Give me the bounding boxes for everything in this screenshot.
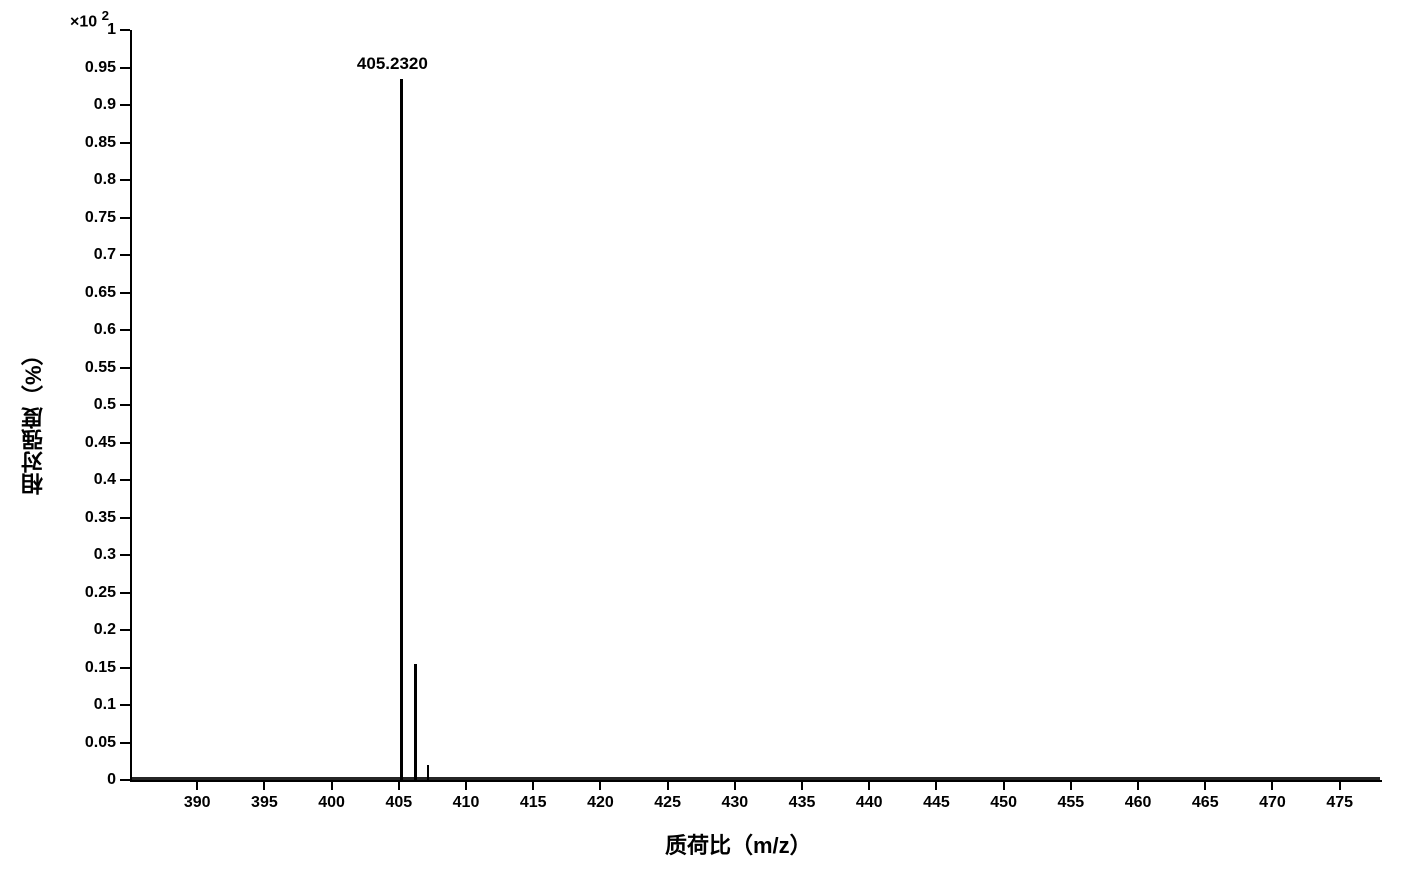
y-tick-label: 0.9 (94, 96, 116, 114)
y-tick-label: 0.95 (85, 59, 116, 77)
x-tick-mark (868, 780, 870, 790)
mass-spectrum-chart: ×10 2 相对强度（%） 质荷比（m/z） 0 0.05 0.1 0.15 0.2 0.… (0, 0, 1411, 872)
x-tick-mark (465, 780, 467, 790)
y-tick-mark (120, 292, 130, 294)
x-tick-label: 405 (381, 794, 417, 812)
y-tick-label: 0.05 (85, 734, 116, 752)
x-tick-mark (667, 780, 669, 790)
y-axis-multiplier-base: ×10 (70, 13, 97, 30)
y-tick-mark (120, 142, 130, 144)
x-tick-mark (734, 780, 736, 790)
x-tick-label: 445 (918, 794, 954, 812)
y-tick-mark (120, 67, 130, 69)
spectrum-peak (427, 765, 429, 780)
x-tick-label: 425 (650, 794, 686, 812)
y-tick-mark (120, 179, 130, 181)
x-tick-mark (1271, 780, 1273, 790)
x-tick-label: 460 (1120, 794, 1156, 812)
x-tick-label: 470 (1254, 794, 1290, 812)
y-tick-mark (120, 592, 130, 594)
x-tick-mark (1137, 780, 1139, 790)
y-tick-mark (120, 442, 130, 444)
x-tick-label: 440 (851, 794, 887, 812)
y-tick-label: 0.65 (85, 284, 116, 302)
y-tick-label: 0.35 (85, 509, 116, 527)
y-tick-label: 0.15 (85, 659, 116, 677)
y-axis-label: 相对强度（%） (18, 315, 50, 495)
x-tick-mark (532, 780, 534, 790)
x-tick-label: 415 (515, 794, 551, 812)
y-tick-mark (120, 404, 130, 406)
x-tick-mark (599, 780, 601, 790)
peak-label: 405.2320 (357, 54, 428, 74)
y-tick-label: 0.85 (85, 134, 116, 152)
y-tick-mark (120, 367, 130, 369)
plot-area (130, 30, 1382, 782)
y-tick-mark (120, 29, 130, 31)
baseline (130, 777, 1380, 780)
y-tick-label: 0.8 (94, 171, 116, 189)
x-tick-label: 410 (448, 794, 484, 812)
x-tick-mark (935, 780, 937, 790)
y-tick-label: 0.7 (94, 246, 116, 264)
x-tick-mark (1003, 780, 1005, 790)
x-tick-label: 420 (582, 794, 618, 812)
x-tick-label: 475 (1322, 794, 1358, 812)
y-tick-mark (120, 704, 130, 706)
y-tick-label: 0.1 (94, 696, 116, 714)
y-tick-mark (120, 667, 130, 669)
x-tick-label: 450 (986, 794, 1022, 812)
x-axis-label: 质荷比（m/z） (665, 828, 812, 860)
x-tick-mark (801, 780, 803, 790)
y-tick-label: 0.4 (94, 471, 116, 489)
y-tick-mark (120, 629, 130, 631)
y-tick-mark (120, 217, 130, 219)
x-tick-label: 455 (1053, 794, 1089, 812)
y-axis-multiplier: ×10 2 (70, 8, 109, 31)
x-tick-mark (331, 780, 333, 790)
y-tick-mark (120, 329, 130, 331)
y-tick-label: 0.45 (85, 434, 116, 452)
y-tick-label: 0 (107, 771, 116, 789)
x-tick-label: 390 (179, 794, 215, 812)
y-tick-label: 0.6 (94, 321, 116, 339)
y-tick-label: 0.2 (94, 621, 116, 639)
x-tick-label: 430 (717, 794, 753, 812)
y-tick-mark (120, 517, 130, 519)
y-tick-mark (120, 479, 130, 481)
y-tick-mark (120, 779, 130, 781)
x-tick-mark (1070, 780, 1072, 790)
y-tick-label: 0.5 (94, 396, 116, 414)
x-tick-label: 400 (314, 794, 350, 812)
y-tick-mark (120, 742, 130, 744)
x-tick-label: 465 (1187, 794, 1223, 812)
y-tick-mark (120, 104, 130, 106)
x-tick-mark (1204, 780, 1206, 790)
y-tick-label: 1 (107, 21, 116, 39)
spectrum-peak (414, 664, 417, 780)
x-tick-label: 435 (784, 794, 820, 812)
x-tick-mark (398, 780, 400, 790)
y-tick-mark (120, 254, 130, 256)
y-tick-label: 0.3 (94, 546, 116, 564)
x-tick-mark (196, 780, 198, 790)
x-tick-mark (1339, 780, 1341, 790)
spectrum-peak (400, 79, 403, 780)
y-tick-label: 0.25 (85, 584, 116, 602)
y-tick-mark (120, 554, 130, 556)
x-tick-label: 395 (246, 794, 282, 812)
x-tick-mark (263, 780, 265, 790)
y-tick-label: 0.55 (85, 359, 116, 377)
y-tick-label: 0.75 (85, 209, 116, 227)
